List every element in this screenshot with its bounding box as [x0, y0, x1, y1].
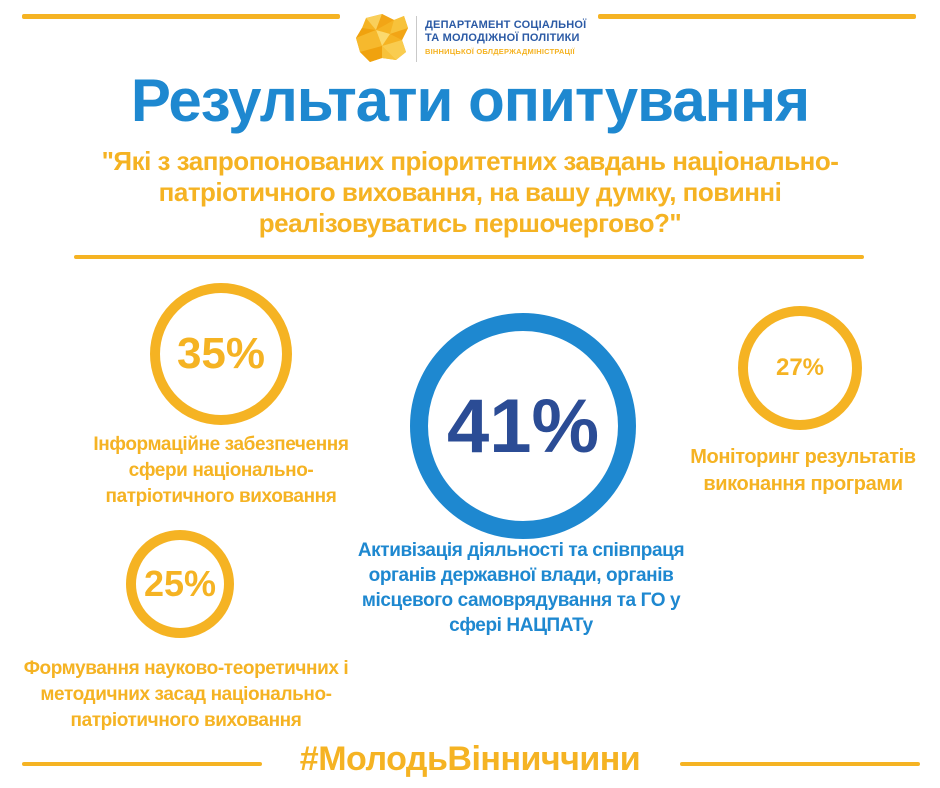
bottom-left-divider: [22, 762, 262, 766]
question-divider: [74, 255, 864, 259]
hashtag: #МолодьВінниччини: [299, 740, 641, 778]
scientific-caption: Формування науково-теоретичних і методич…: [23, 658, 349, 731]
page-title: Результати опитування: [130, 67, 810, 134]
top-right-divider: [598, 14, 916, 19]
activation-percent-ring: 41%: [410, 313, 636, 539]
activation-caption: Активізація діяльності та співпраця орга…: [357, 540, 685, 636]
scientific-percent: 25%: [143, 563, 217, 604]
informational-caption: Інформаційне забезпечення сфери націонал…: [93, 434, 349, 507]
yellow-region-map-logo-icon: [352, 12, 412, 64]
survey-question: "Які з запропонованих пріоритетних завда…: [101, 146, 839, 238]
logo-separator: [416, 16, 417, 62]
monitoring-caption: Моніторинг результатів виконання програм…: [690, 446, 916, 495]
top-left-divider: [22, 14, 340, 19]
logo-line-1: ДЕПАРТАМЕНТ СОЦІАЛЬНОЇ: [425, 19, 587, 31]
scientific-percent-ring: 25%: [126, 530, 234, 638]
informational-percent: 35%: [176, 329, 266, 378]
logo-line-2: ТА МОЛОДІЖНОЇ ПОЛІТИКИ: [425, 32, 580, 44]
monitoring-percent-ring: 27%: [738, 306, 862, 430]
informational-percent-ring: 35%: [150, 283, 292, 425]
activation-percent: 41%: [446, 383, 600, 469]
logo-line-3: ВІННИЦЬКОЇ ОБЛДЕРЖАДМІНІСТРАЦІЇ: [425, 47, 575, 56]
monitoring-percent: 27%: [775, 354, 825, 381]
logo-text: ДЕПАРТАМЕНТ СОЦІАЛЬНОЇ ТА МОЛОДІЖНОЇ ПОЛ…: [425, 19, 615, 58]
bottom-right-divider: [680, 762, 920, 766]
